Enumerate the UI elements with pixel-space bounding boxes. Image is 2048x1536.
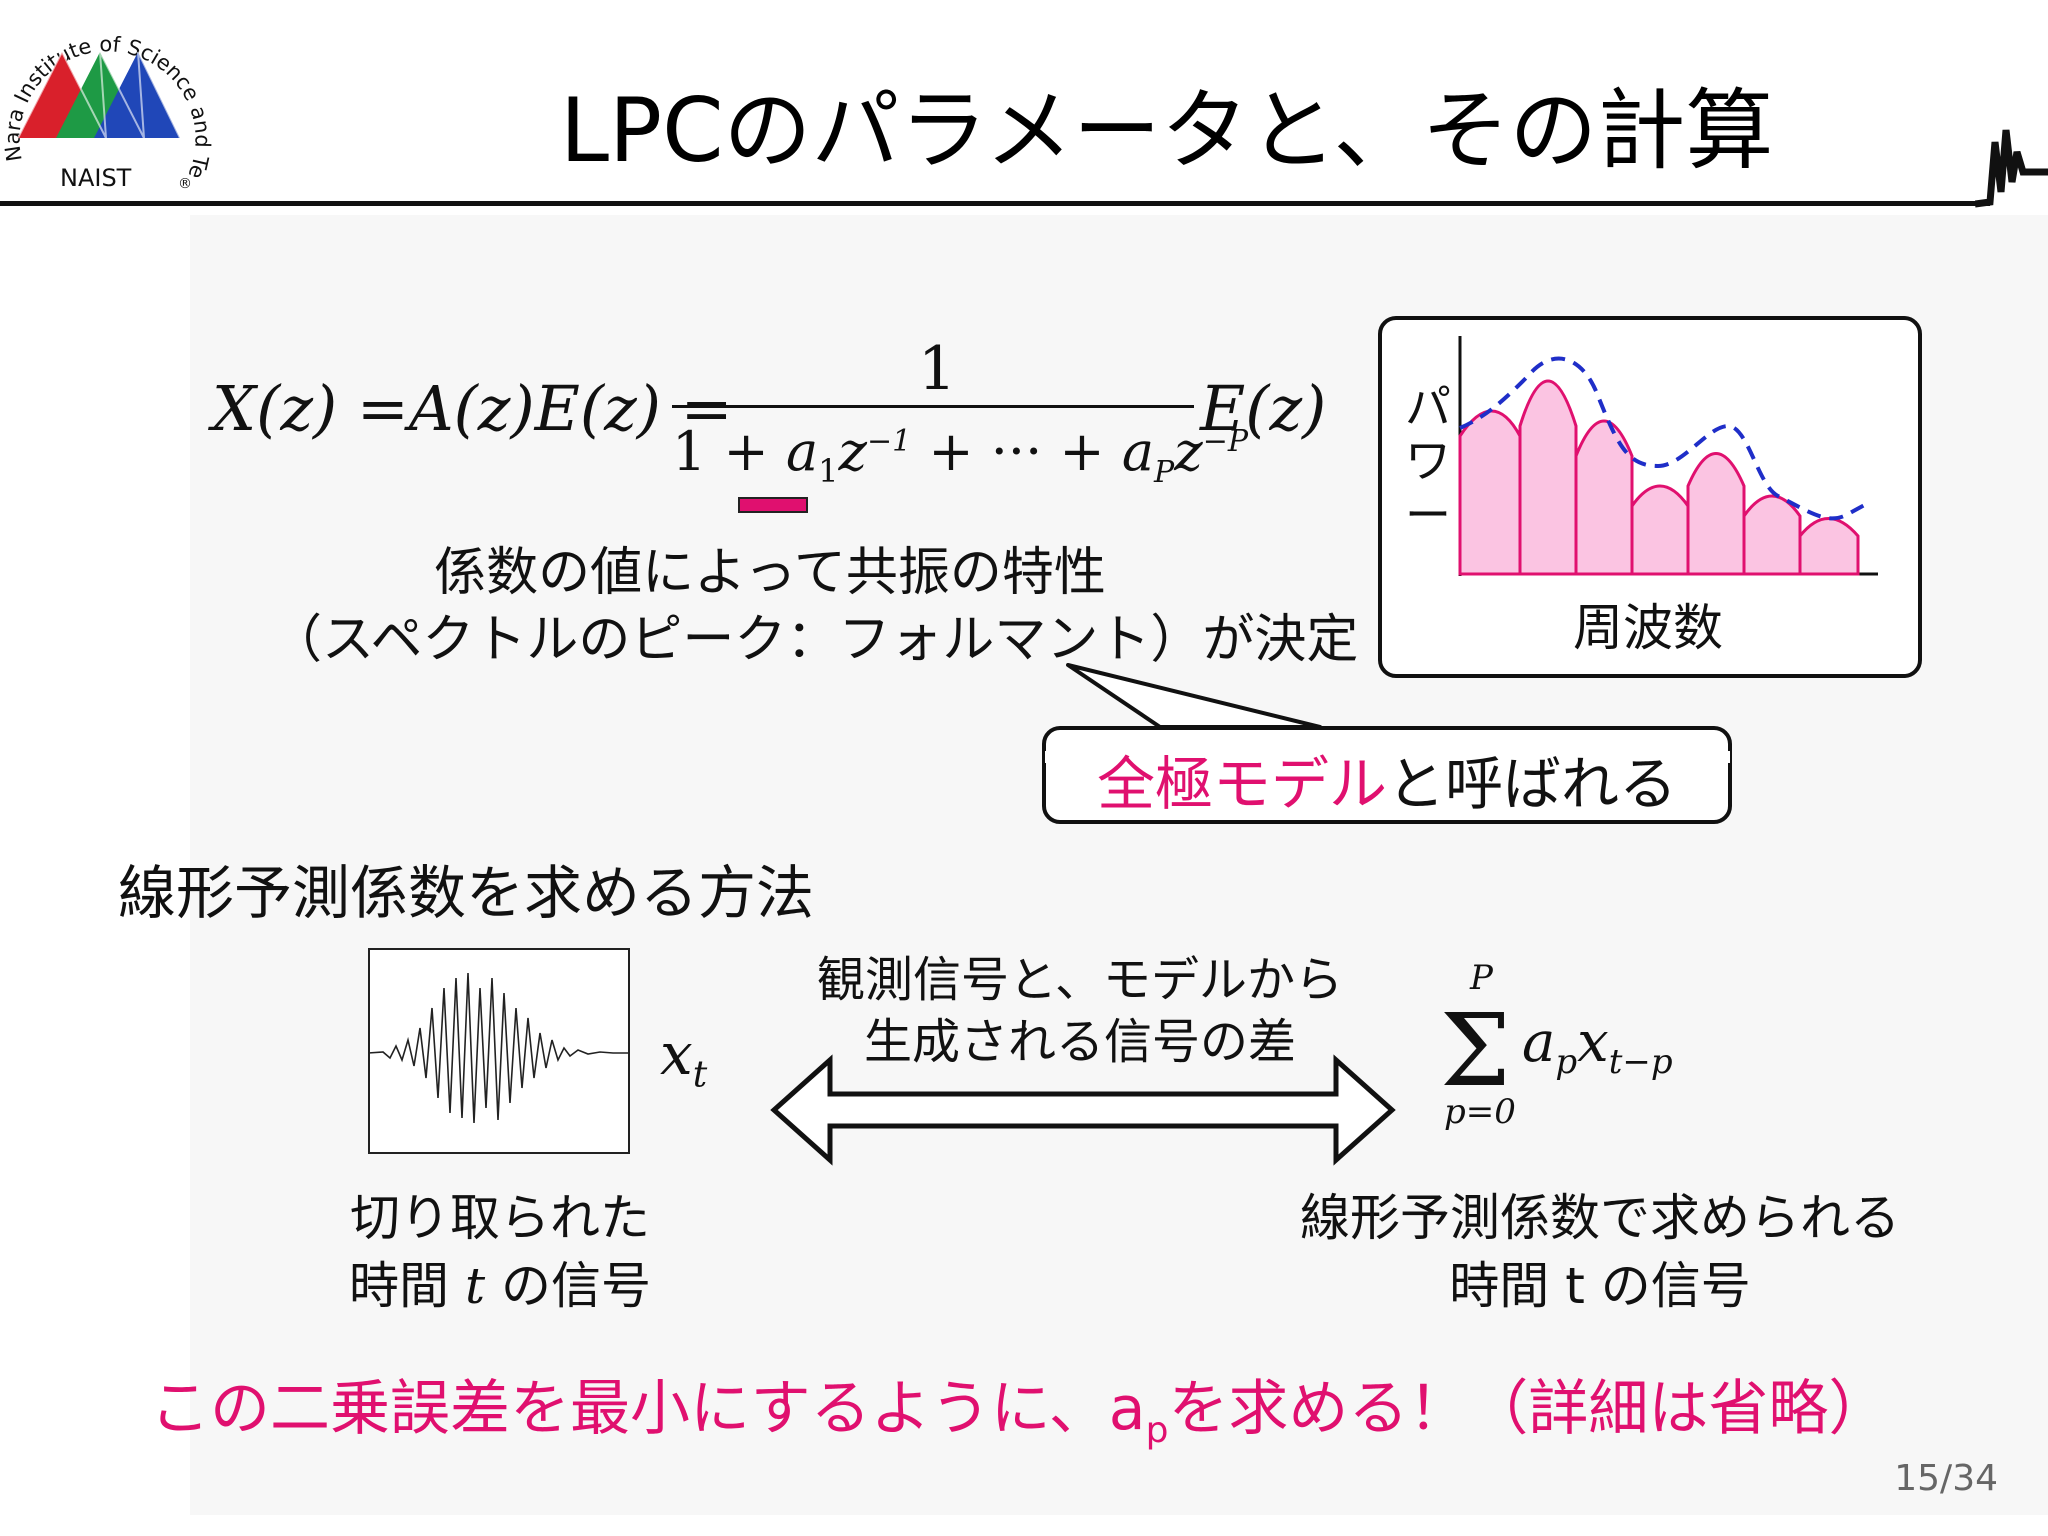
header-rule xyxy=(0,201,1990,206)
signal-symbol: xt xyxy=(660,1020,708,1096)
signal-caption-line2: 時間 t の信号 xyxy=(349,1257,651,1315)
signal-caption-line1: 切り取られた xyxy=(350,1189,650,1247)
spectrum-envelope xyxy=(1459,356,1871,521)
prediction-caption-line1: 線形予測係数で求められる xyxy=(1300,1189,1900,1247)
naist-logo: Nara Institute of Science and Technology… xyxy=(0,0,215,192)
sum-term: apxt−p xyxy=(1522,1010,1673,1083)
sum-upper-limit: P xyxy=(1470,958,1493,998)
coef-note-line1: 係数の値によって共振の特性 xyxy=(434,543,1106,603)
formula-numerator: 1 xyxy=(918,334,957,404)
conclusion-text: この二乗誤差を最小にするように、apを求める！（詳細は省略） xyxy=(150,1374,1889,1451)
logo-registered: ® xyxy=(178,176,192,192)
callout-text: 全極モデルと呼ばれる xyxy=(1042,737,1732,821)
prediction-caption-line2: 時間 t の信号 xyxy=(1449,1257,1751,1315)
harmonic-1 xyxy=(1458,409,1522,576)
formula-denominator: 1 + a1z−1 + ··· + aPz−P xyxy=(672,420,1249,490)
harmonic-6 xyxy=(1742,494,1802,576)
harmonic-3 xyxy=(1574,419,1634,576)
arrow-label-line2: 生成される信号の差 xyxy=(863,1014,1296,1070)
logo-abbr: NAIST xyxy=(60,164,132,192)
spectrum-graph xyxy=(1458,336,1878,576)
harmonic-4 xyxy=(1630,484,1690,576)
spectrum-ylabel: パワー xyxy=(1405,380,1451,542)
logo-blue-peak xyxy=(94,52,180,138)
waveform-glyph-icon xyxy=(1975,129,2048,208)
spectrum-xlabel: 周波数 xyxy=(1573,599,1723,657)
harmonic-2 xyxy=(1518,379,1578,576)
callout-rest: と呼ばれる xyxy=(1387,750,1678,818)
arrow-label-line1: 観測信号と、モデルから xyxy=(816,952,1344,1008)
formula-fraction-bar xyxy=(672,405,1194,408)
spectrum-harmonics xyxy=(1458,379,1860,576)
callout-highlight: 全極モデル xyxy=(1096,750,1387,818)
page-title: LPCのパラメータと、その計算 xyxy=(560,79,1774,182)
callout-box xyxy=(1042,726,1732,824)
signal-waveform xyxy=(368,972,630,1124)
harmonic-5 xyxy=(1686,452,1746,576)
double-arrow-icon xyxy=(770,1054,1396,1166)
formula-rhs: E(z) xyxy=(1200,372,1327,445)
signal-waveform-box xyxy=(368,948,630,1154)
harmonic-7 xyxy=(1798,517,1860,576)
sigma-icon: Σ xyxy=(1440,992,1511,1109)
sum-lower-limit: p=0 xyxy=(1444,1092,1516,1132)
coefficient-highlight-marker xyxy=(738,497,808,513)
page-number: 15/34 xyxy=(1894,1458,1998,1499)
formula-lhs: X(z) =A(z)E(z) = xyxy=(212,372,733,445)
section-heading: 線形予測係数を求める方法 xyxy=(118,859,815,927)
coef-note-line2: （スペクトルのピーク：フォルマント）が決定 xyxy=(270,610,1359,670)
